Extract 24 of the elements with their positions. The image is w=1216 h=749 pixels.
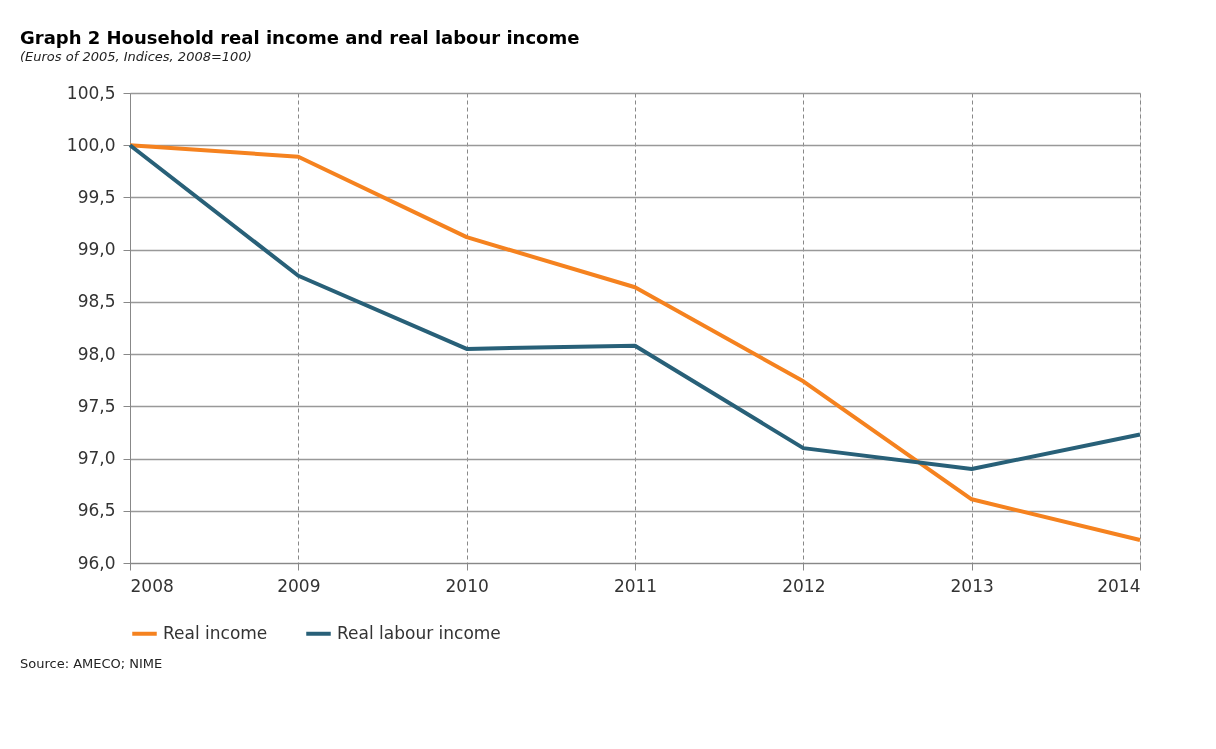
legend-label: Real labour income [337, 622, 501, 643]
y-tick-label: 100,5 [66, 82, 116, 103]
x-tick-label: 2010 [445, 575, 489, 596]
y-tick-label: 96,0 [77, 552, 116, 573]
y-tick-label: 99,0 [77, 239, 116, 260]
x-tick-label: 2011 [613, 575, 658, 596]
legend-label: Real income [163, 622, 268, 643]
y-tick-label: 100,0 [66, 134, 116, 155]
y-tick-label: 97,5 [77, 395, 116, 416]
y-tick-label: 97,0 [77, 448, 116, 469]
y-tick-label: 96,5 [77, 500, 116, 521]
x-tick-label: 2014 [1097, 575, 1141, 596]
x-tick-label: 2012 [782, 575, 826, 596]
line-series [128, 143, 1142, 471]
chart-title: Graph 2 Household real income and real labour income [20, 27, 580, 48]
y-tick-label: 98,5 [77, 291, 116, 312]
x-tick-label: 2008 [130, 575, 174, 596]
x-tick-label: 2013 [950, 575, 994, 596]
x-tick-label: 2009 [277, 575, 321, 596]
source-note: Source: AMECO; NIME [20, 656, 163, 671]
y-tick-label: 98,0 [77, 343, 116, 364]
y-tick-label: 99,5 [77, 186, 116, 207]
line-series [128, 143, 1142, 543]
chart-subtitle: (Euros of 2005, Indices, 2008=100) [20, 49, 252, 64]
